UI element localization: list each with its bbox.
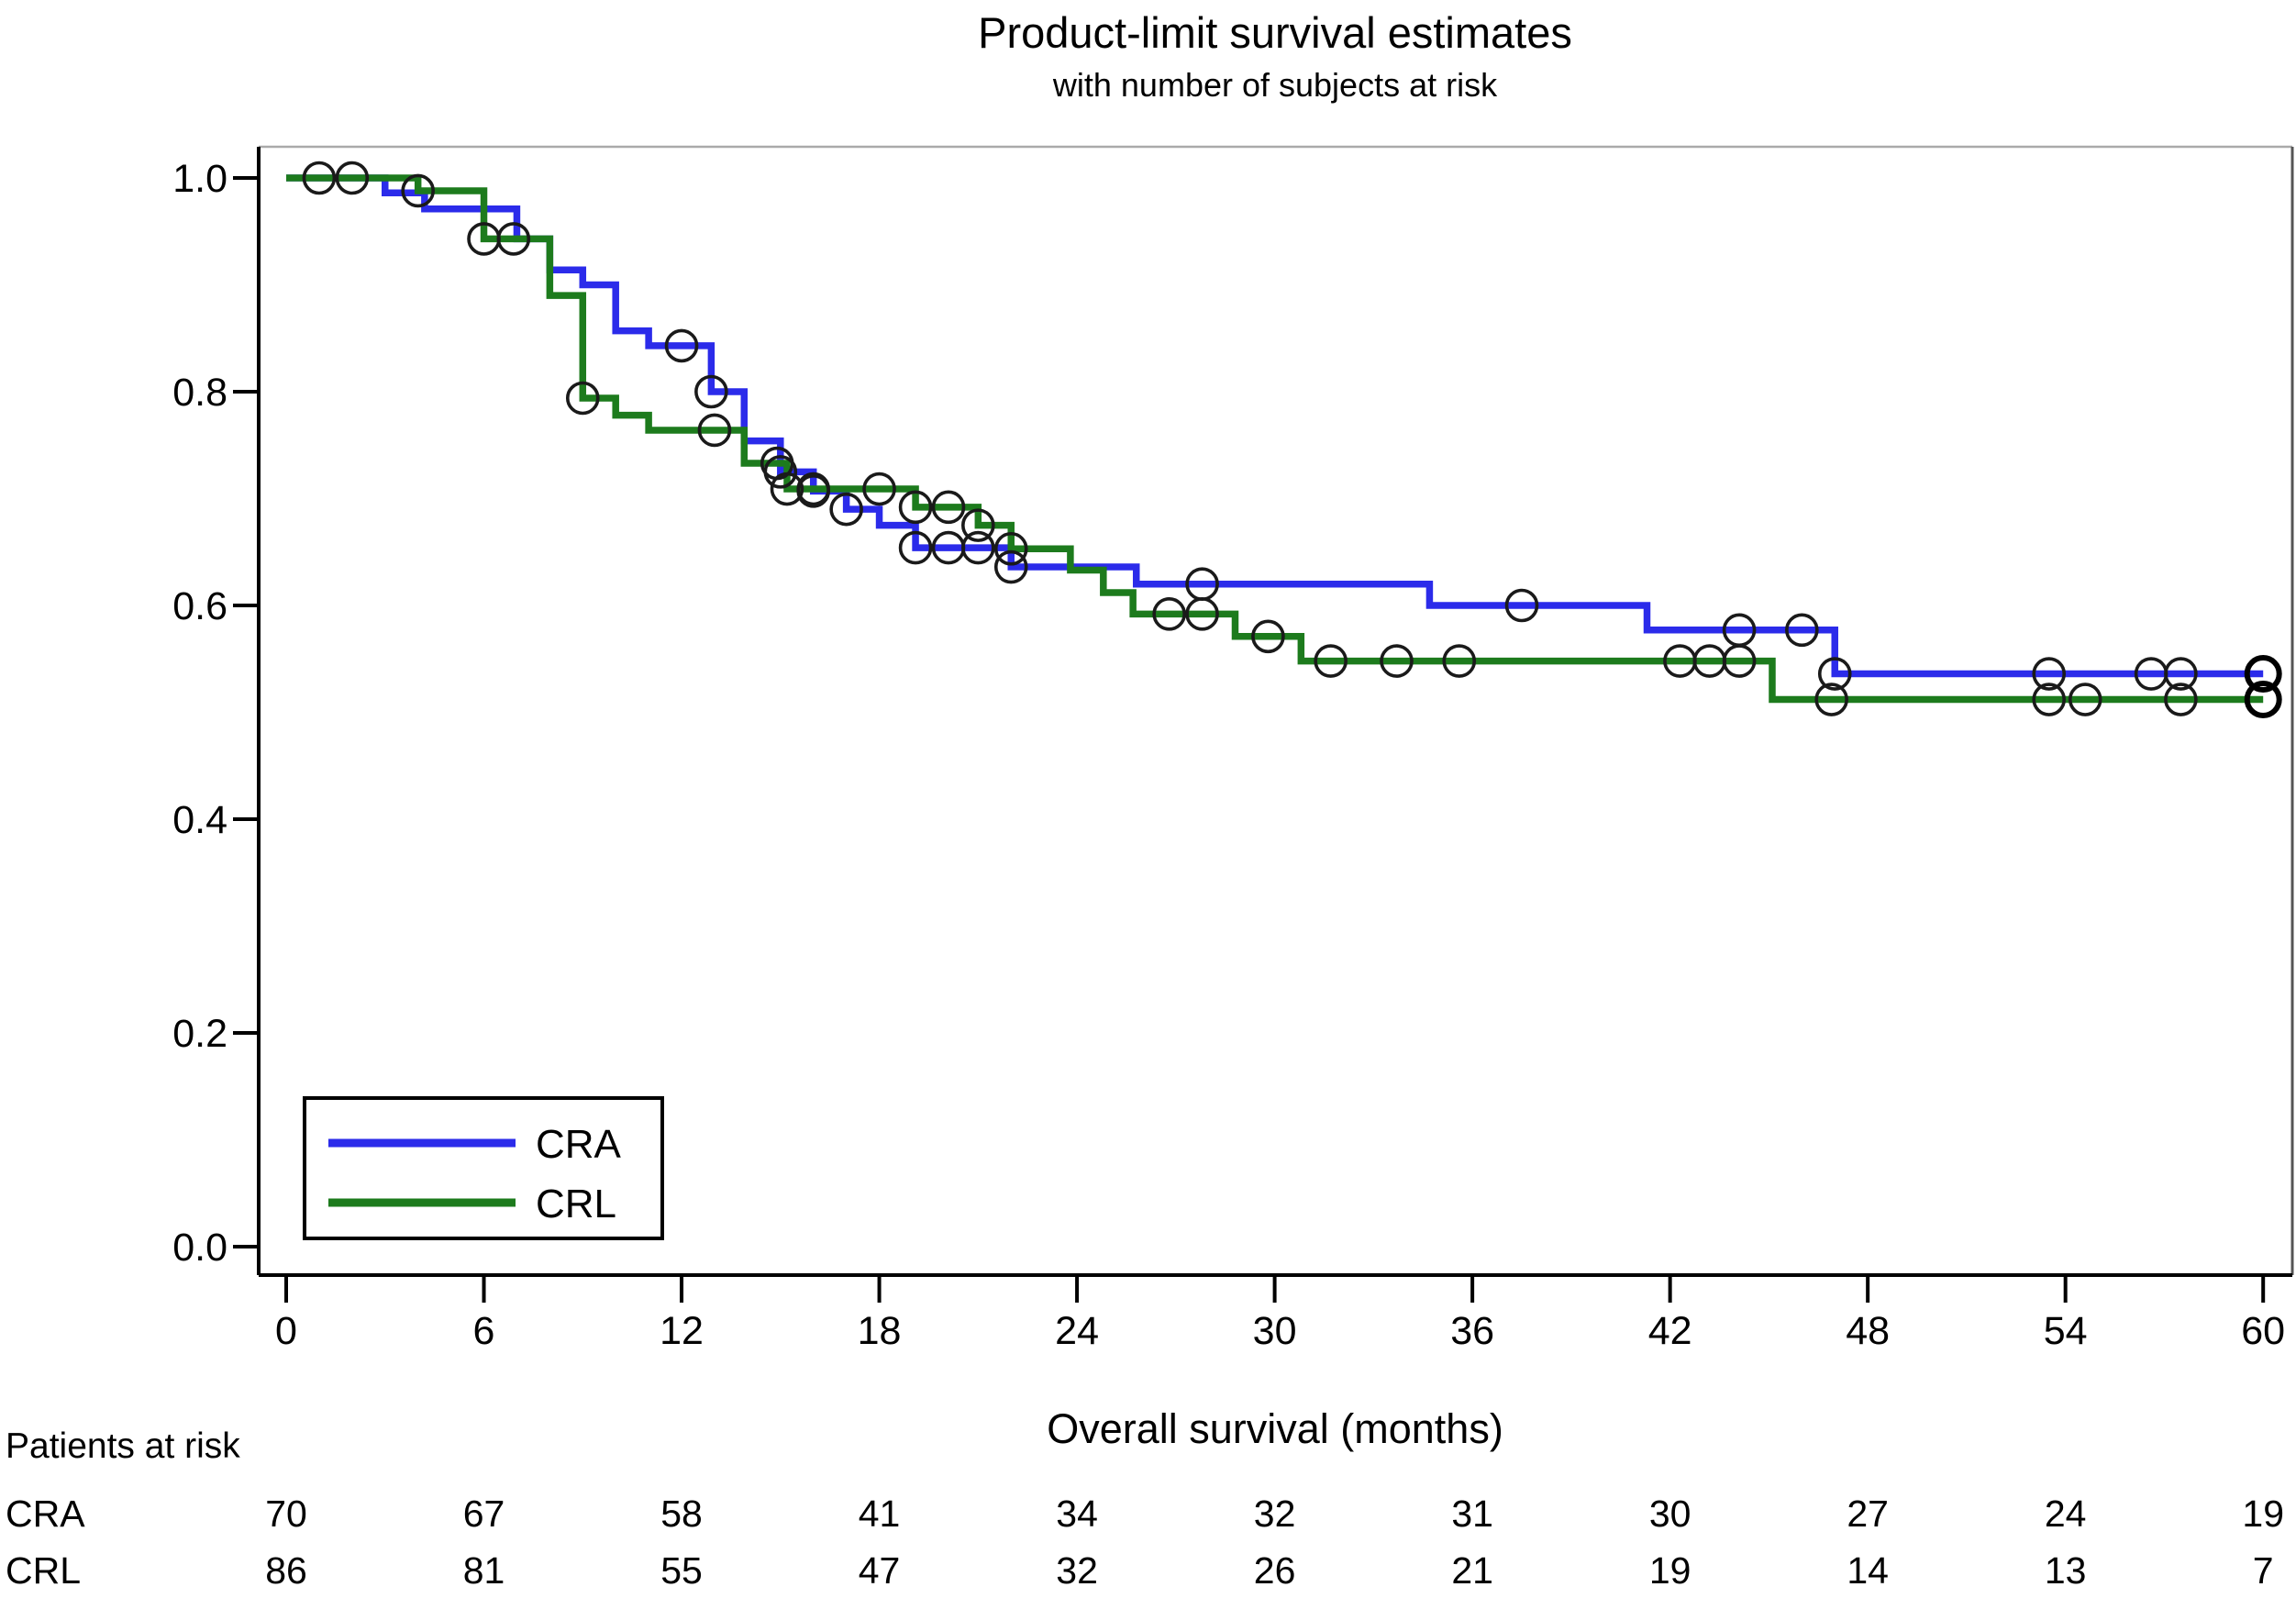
censor-mark-crl [1251, 619, 1285, 654]
risk-count-crl: 19 [1649, 1549, 1691, 1592]
risk-count-cra: 31 [1451, 1493, 1493, 1535]
censor-mark-cra [1504, 588, 1539, 623]
censor-mark-crl [2032, 682, 2067, 716]
x-tick-label: 36 [1450, 1309, 1494, 1353]
censor-mark-crl [1442, 644, 1477, 678]
y-tick-label: 0.2 [172, 1012, 227, 1056]
risk-count-crl: 14 [1847, 1549, 1889, 1592]
censor-mark-crl [862, 472, 896, 506]
legend: CRA CRL [303, 1096, 664, 1240]
censor-mark-cra [664, 328, 699, 363]
risk-count-cra: 27 [1847, 1493, 1889, 1535]
censor-mark-cra [1785, 613, 1819, 648]
risk-count-cra: 58 [660, 1493, 703, 1535]
censor-mark-cra [993, 549, 1028, 584]
censor-mark-cra [2032, 657, 2067, 691]
risk-count-crl: 81 [463, 1549, 505, 1592]
censor-mark-crl [1152, 597, 1186, 631]
risk-table: Patients at risk CRA CRL [6, 1426, 240, 1592]
risk-count-crl: 21 [1451, 1549, 1493, 1592]
risk-count-crl: 13 [2045, 1549, 2087, 1592]
chart-subtitle: with number of subjects at risk [1052, 66, 1498, 104]
risk-count-crl: 55 [660, 1549, 703, 1592]
x-tick-label: 24 [1055, 1309, 1099, 1353]
censor-mark-crl [1314, 644, 1348, 678]
risk-count-cra: 34 [1056, 1493, 1098, 1535]
censor-mark-crl [770, 472, 804, 506]
censor-mark-crl [796, 472, 831, 506]
risk-row-label-crl: CRL [6, 1549, 81, 1592]
risk-count-cra: 67 [463, 1493, 505, 1535]
censor-mark-crl [961, 508, 995, 542]
censor-mark-crl [697, 413, 732, 448]
risk-count-cra: 32 [1254, 1493, 1296, 1535]
y-tick-label: 0.6 [172, 584, 227, 628]
end-censor-mark-crl [2244, 681, 2282, 719]
y-tick-label: 0.8 [172, 371, 227, 415]
x-tick-label: 60 [2241, 1309, 2285, 1353]
risk-count-cra: 41 [859, 1493, 901, 1535]
censor-mark-crl [335, 161, 370, 195]
x-tick-label: 42 [1648, 1309, 1692, 1353]
censor-mark-crl [931, 490, 966, 525]
x-tick-label: 12 [660, 1309, 704, 1353]
censor-mark-crl [2164, 682, 2198, 716]
y-tick-label: 1.0 [172, 157, 227, 201]
risk-count-crl: 26 [1254, 1549, 1296, 1592]
censor-mark-cra [961, 530, 995, 565]
risk-count-crl: 86 [265, 1549, 307, 1592]
censor-mark-crl [1722, 644, 1757, 678]
legend-label-cra: CRA [536, 1122, 622, 1167]
x-tick-label: 6 [473, 1309, 495, 1353]
risk-count-cra: 70 [265, 1493, 307, 1535]
censor-mark-cra [694, 374, 728, 409]
x-axis-title: Overall survival (months) [1047, 1405, 1503, 1452]
y-tick-label: 0.0 [172, 1226, 227, 1270]
censor-mark-crl [898, 490, 933, 525]
x-tick-label: 48 [1846, 1309, 1890, 1353]
censor-mark-crl [302, 161, 337, 195]
censor-mark-crl [2068, 682, 2102, 716]
risk-row-label-cra: CRA [6, 1493, 85, 1535]
censor-mark-crl [565, 381, 600, 416]
survival-curve-cra [286, 174, 2264, 678]
censor-mark-cra [1817, 657, 1852, 691]
risk-count-cra: 19 [2242, 1493, 2284, 1535]
censor-mark-crl [993, 531, 1028, 566]
censor-mark-crl [496, 222, 531, 256]
legend-box [303, 1096, 664, 1240]
survival-curve-crl [286, 174, 2264, 704]
censor-mark-crl [401, 173, 435, 208]
plot-dynamic-layer: 1.0 0.8 0.6 0.4 0.2 0.0 0 6 12 18 24 30 36 42 48 54 60 70… [172, 157, 2285, 1592]
risk-count-cra: 30 [1649, 1493, 1691, 1535]
chart-title: Product-limit survival estimates [978, 8, 1572, 57]
end-censor-mark-cra [2244, 655, 2282, 694]
censor-mark-cra [898, 530, 933, 565]
risk-count-crl: 32 [1056, 1549, 1098, 1592]
censor-mark-crl [1380, 644, 1414, 678]
x-tick-label: 18 [858, 1309, 902, 1353]
risk-count-crl: 7 [2253, 1549, 2274, 1592]
censor-mark-cra [2164, 657, 2198, 691]
legend-label-crl: CRL [536, 1182, 616, 1226]
x-tick-label: 30 [1253, 1309, 1297, 1353]
x-tick-label: 0 [275, 1309, 297, 1353]
censor-mark-cra [829, 492, 863, 527]
censor-mark-crl [1814, 682, 1848, 716]
risk-count-cra: 24 [2045, 1493, 2087, 1535]
x-tick-label: 54 [2044, 1309, 2088, 1353]
censor-mark-crl [1185, 597, 1219, 631]
y-tick-label: 0.4 [172, 798, 227, 842]
risk-table-caption: Patients at risk [6, 1426, 240, 1466]
risk-count-crl: 47 [859, 1549, 901, 1592]
